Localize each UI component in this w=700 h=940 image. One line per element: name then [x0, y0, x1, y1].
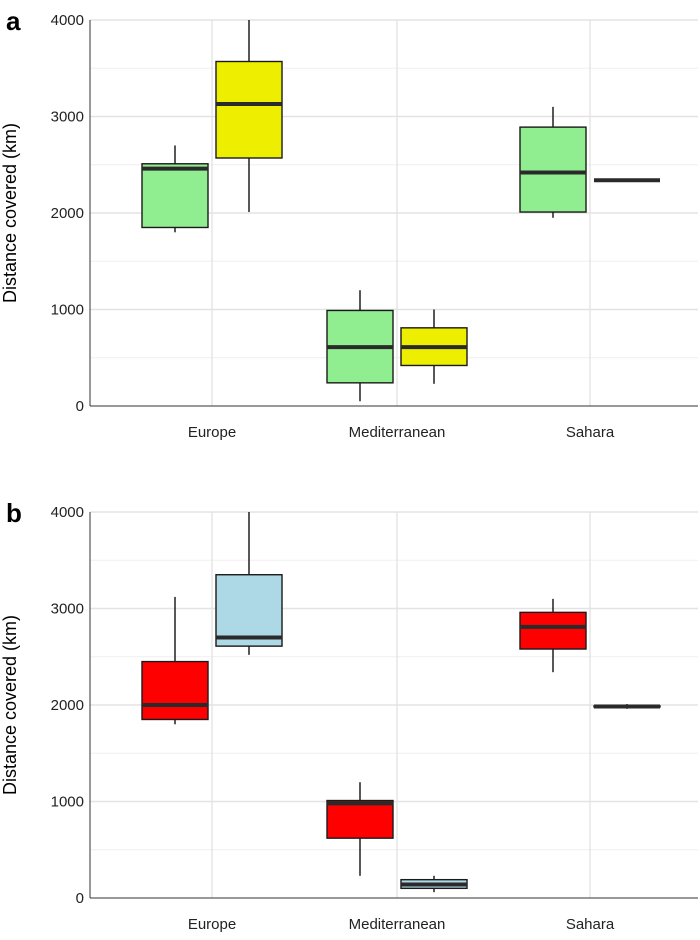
boxplot-mediterranean-0 [326, 782, 394, 876]
x-category-label: Mediterranean [349, 916, 446, 933]
y-tick-label: 0 [76, 890, 84, 907]
boxplot-europe-0 [141, 145, 209, 233]
x-category-label: Europe [188, 424, 236, 441]
box-iqr [519, 611, 587, 650]
box-iqr [141, 660, 209, 721]
boxplot-europe-1 [215, 20, 283, 213]
y-tick-label: 2000 [51, 205, 84, 222]
panel-label: b [6, 498, 22, 528]
boxplot-mediterranean-1 [400, 309, 468, 384]
y-tick-label: 2000 [51, 697, 84, 714]
chart-panel-a: 0 1000 2000 3000 4000 Europe Mediterranean Saha… [0, 6, 698, 441]
y-tick-label: 4000 [51, 504, 84, 521]
y-tick-label: 3000 [51, 601, 84, 618]
box-iqr [215, 574, 283, 647]
boxplot-sahara-0 [519, 598, 587, 673]
box-iqr [141, 163, 209, 229]
y-tick-label: 0 [76, 398, 84, 415]
boxplot-mediterranean-0 [326, 290, 394, 402]
box-iqr [326, 799, 394, 839]
chart-panel-b: 0 1000 2000 3000 4000 Europe Mediterranean Saha… [0, 498, 698, 933]
y-tick-label: 4000 [51, 12, 84, 29]
boxplot-europe-0 [141, 596, 209, 725]
boxplot-sahara-0 [519, 106, 587, 218]
x-category-label: Mediterranean [349, 424, 446, 441]
box-iqr [519, 126, 587, 213]
x-category-label: Sahara [566, 424, 615, 441]
boxplot-mediterranean-1 [400, 875, 468, 893]
panel-label: a [6, 6, 21, 36]
x-category-label: Europe [188, 916, 236, 933]
boxplot-europe-1 [215, 512, 283, 655]
box-iqr [215, 60, 283, 159]
y-tick-label: 1000 [51, 794, 84, 811]
boxplot-sahara-1 [593, 704, 661, 709]
y-tick-label: 1000 [51, 302, 84, 319]
x-category-label: Sahara [566, 916, 615, 933]
y-axis-title: Distance covered (km) [0, 615, 20, 795]
y-axis-title: Distance covered (km) [0, 123, 20, 303]
y-tick-label: 3000 [51, 109, 84, 126]
